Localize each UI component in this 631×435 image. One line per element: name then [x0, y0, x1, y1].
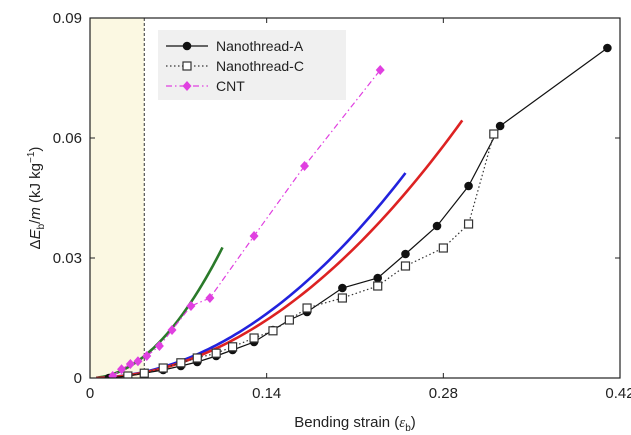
point-nanothread-a — [338, 283, 347, 293]
legend-marker-cnt — [182, 81, 192, 91]
strain-region-shade — [90, 18, 145, 378]
x-axis-label-close: ) — [411, 414, 416, 431]
y-tick-label: 0 — [74, 370, 82, 387]
legend-label-nanothread-c: Nanothread-C — [216, 58, 304, 74]
point-nanothread-c — [123, 371, 133, 378]
point-cnt — [154, 341, 164, 351]
legend-label-cnt: CNT — [216, 78, 245, 94]
point-nanothread-c — [211, 348, 221, 358]
point-nanothread-a — [373, 273, 383, 283]
point-cnt — [108, 371, 118, 378]
point-cnt — [300, 161, 310, 171]
point-nanothread-a — [401, 249, 410, 259]
point-nanothread-c — [489, 129, 499, 139]
x-axis-label-text: Bending strain ( — [294, 414, 399, 431]
y-axis-label-delta: Δ — [27, 239, 44, 249]
x-tick-label: 0.42 — [605, 385, 631, 402]
point-cnt — [167, 325, 177, 335]
fit-curve--dd2222 — [96, 119, 464, 378]
x-axis-label-symbol: ε — [399, 415, 405, 431]
y-axis-label-e: E — [27, 228, 44, 239]
point-nanothread-a — [495, 121, 505, 131]
legend-marker-nanothread-a — [182, 41, 192, 51]
x-tick-label: 0.14 — [252, 385, 281, 402]
x-tick-label: 0 — [86, 385, 94, 402]
point-nanothread-c — [249, 333, 259, 343]
y-tick-label: 0.03 — [53, 250, 82, 267]
point-nanothread-c — [158, 363, 168, 373]
x-axis-label-subscript: b — [405, 423, 411, 434]
point-nanothread-c — [139, 368, 149, 378]
point-nanothread-c — [463, 219, 474, 229]
point-nanothread-a — [464, 181, 473, 191]
point-cnt — [117, 364, 127, 375]
y-tick-label: 0.06 — [53, 130, 82, 147]
y-axis-label-unit-close: ) — [27, 147, 44, 152]
point-cnt — [249, 231, 259, 241]
point-nanothread-a — [603, 43, 612, 53]
point-nanothread-c — [227, 342, 238, 352]
point-cnt — [205, 293, 215, 303]
legend-label-nanothread-a: Nanothread-A — [216, 38, 304, 54]
point-cnt — [133, 356, 143, 367]
x-tick-label: 0.28 — [429, 385, 458, 402]
axis-ticks: 0 0.14 0.28 0.42 0 0.03 0.06 0.09 — [53, 10, 631, 402]
y-axis-label-subscript: b — [36, 223, 47, 229]
point-cnt — [375, 65, 385, 75]
point-cnt — [125, 359, 135, 369]
y-axis-label-unit: (kJ kg — [27, 163, 44, 207]
point-nanothread-c — [337, 293, 347, 303]
point-nanothread-c — [400, 261, 411, 271]
y-axis-label: ΔEb/m (kJ kg−1) — [26, 147, 47, 250]
point-nanothread-c — [302, 303, 312, 313]
x-axis-label: Bending strain (εb) — [294, 414, 416, 434]
point-nanothread-c — [176, 358, 186, 368]
point-nanothread-a — [432, 221, 442, 231]
point-nanothread-c — [192, 353, 202, 363]
y-axis-label-slash: / — [27, 219, 44, 224]
series-line-nanothread-c — [127, 133, 495, 377]
series-layer — [96, 43, 612, 378]
point-nanothread-c — [373, 281, 383, 291]
point-cnt — [186, 301, 196, 311]
point-nanothread-c — [438, 243, 448, 253]
point-nanothread-c — [284, 315, 294, 325]
y-tick-label: 0.09 — [53, 10, 82, 27]
plot-frame — [89, 17, 621, 379]
legend: Nanothread-A Nanothread-C CNT — [158, 30, 346, 100]
y-axis-label-m: m — [27, 207, 44, 220]
y-axis-label-unit-superscript: −1 — [26, 151, 37, 163]
point-cnt — [142, 351, 152, 361]
series-line-cnt — [112, 69, 381, 377]
point-nanothread-c — [268, 326, 278, 336]
shaded-region — [90, 18, 145, 378]
legend-marker-nanothread-c — [182, 61, 192, 71]
